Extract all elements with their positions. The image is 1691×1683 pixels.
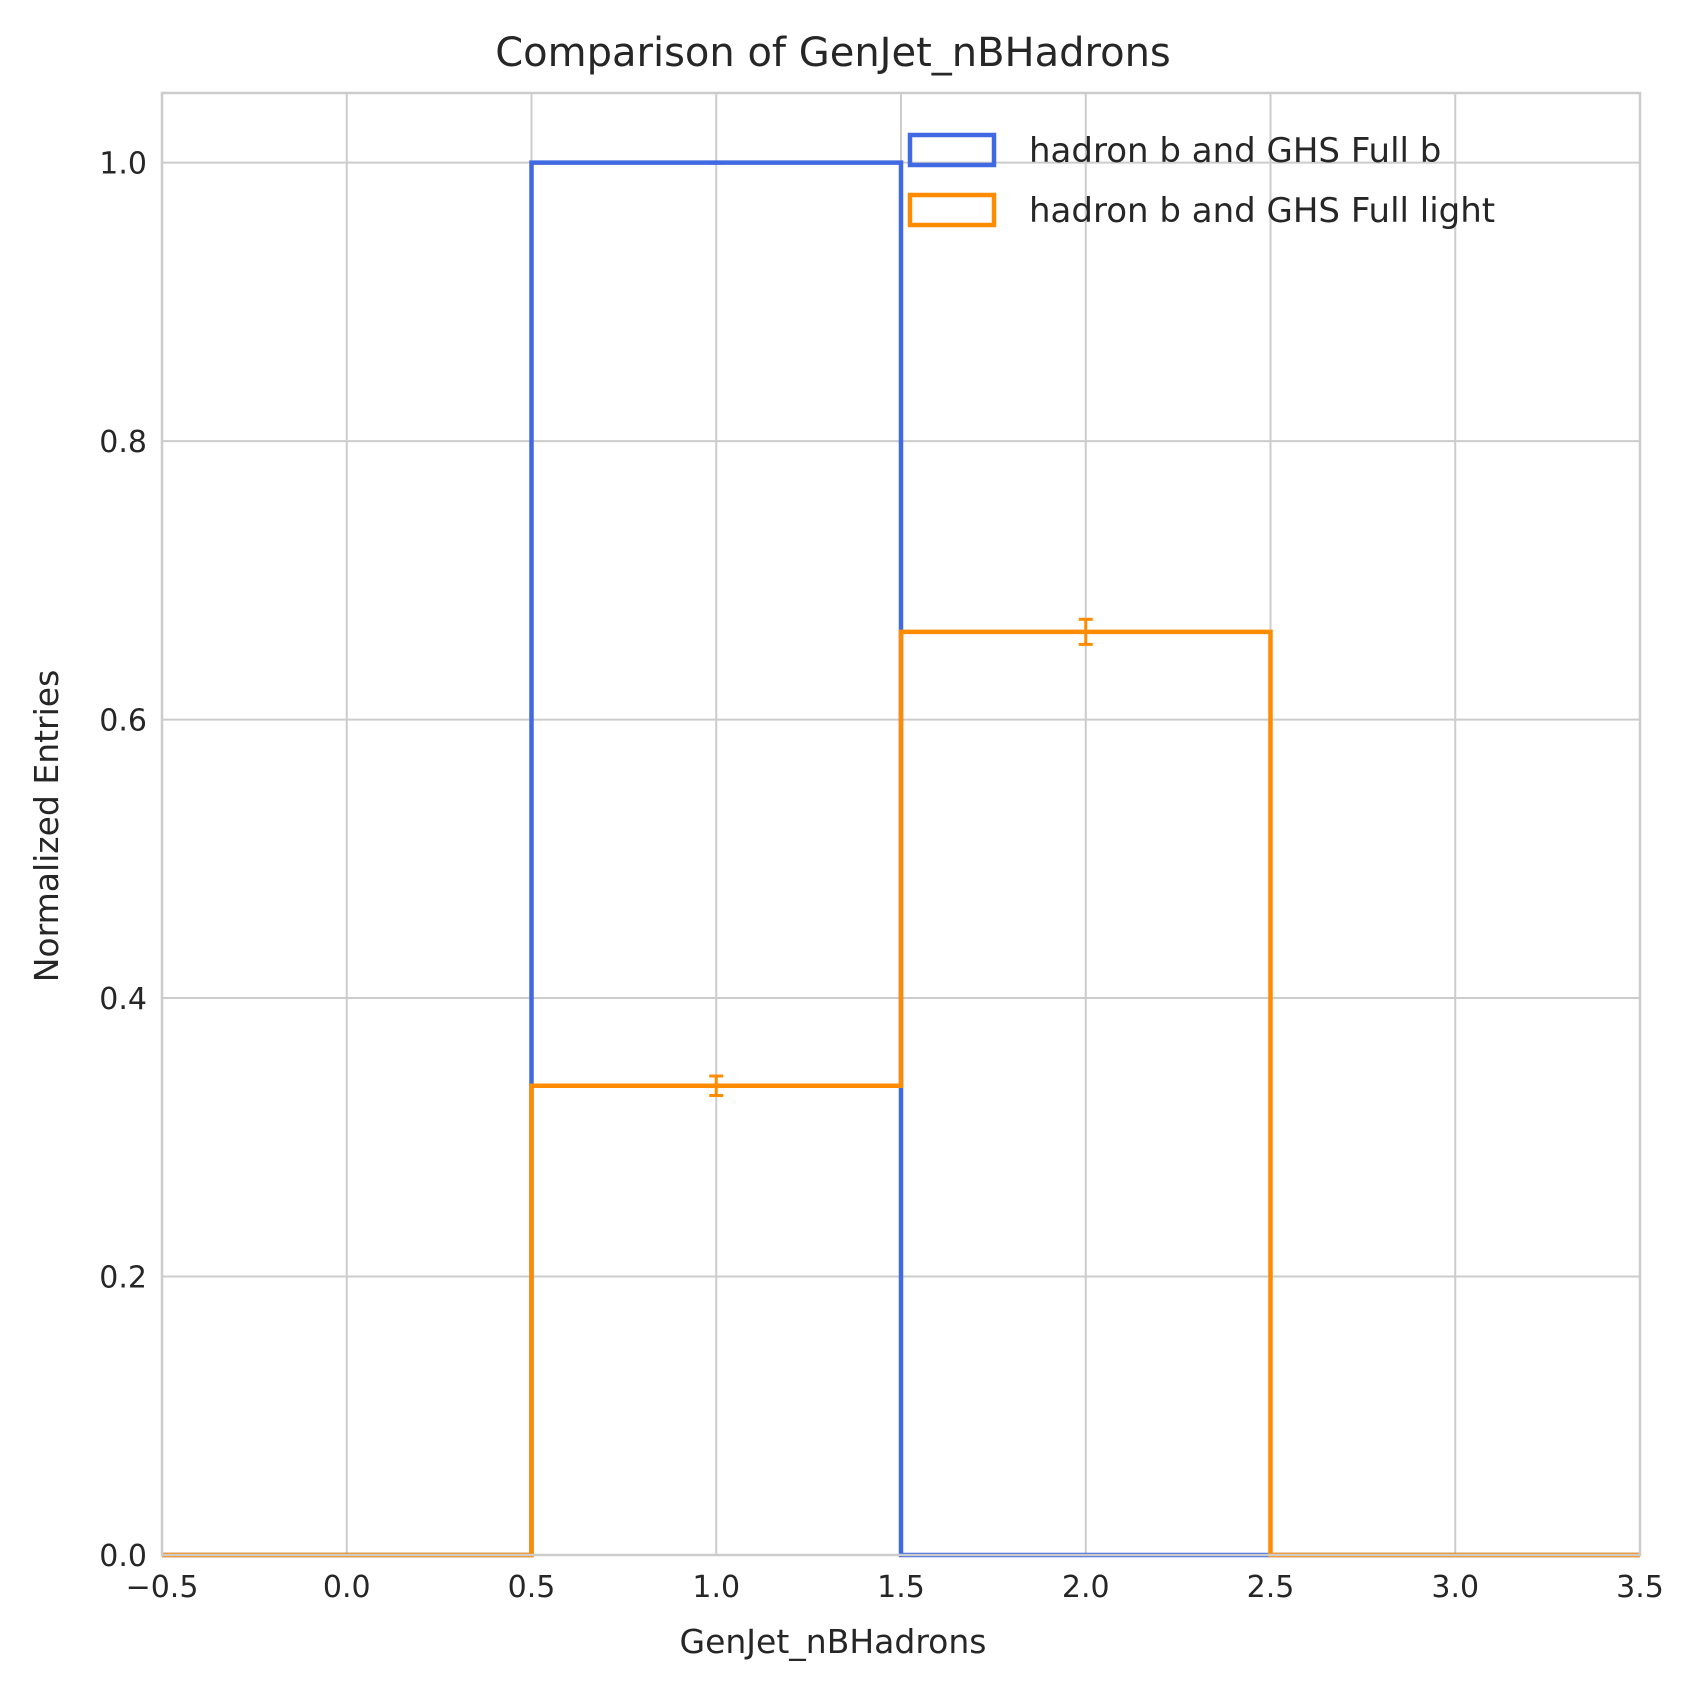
series-2 (162, 617, 1640, 1558)
legend-swatch (907, 192, 997, 228)
x-tick-labels: −0.5 0.0 0.5 1.0 1.5 2.0 2.5 3.0 3.5 (126, 1570, 1664, 1605)
x-axis-title: GenJet_nBHadrons (680, 1622, 987, 1661)
x-tick-label: 2.0 (1062, 1570, 1110, 1605)
y-tick-label: 0.2 (99, 1261, 147, 1296)
x-tick-label: −0.5 (126, 1570, 199, 1605)
x-tick-label: 3.5 (1616, 1570, 1664, 1605)
y-axis-title: Normalized Entries (27, 670, 66, 983)
y-tick-label: 0.6 (99, 704, 147, 739)
legend: hadron b and GHS Full b hadron b and GHS … (907, 131, 1495, 231)
y-tick-label: 0.0 (99, 1539, 147, 1574)
y-tick-label: 0.8 (99, 425, 147, 460)
y-tick-labels: 0.0 0.2 0.4 0.6 0.8 1.0 (99, 147, 147, 1574)
histogram-step-line (162, 629, 1640, 1558)
x-tick-label: 0.0 (323, 1570, 371, 1605)
legend-label: hadron b and GHS Full light (1029, 191, 1495, 231)
chart-title: Comparison of GenJet_nBHadrons (495, 30, 1171, 76)
plot-frame (160, 91, 1642, 1557)
x-tick-label: 3.0 (1431, 1570, 1479, 1605)
legend-label: hadron b and GHS Full b (1029, 131, 1441, 171)
legend-swatch (907, 132, 997, 168)
y-tick-label: 0.4 (99, 982, 147, 1017)
x-tick-label: 1.0 (692, 1570, 740, 1605)
x-tick-label: 1.5 (877, 1570, 925, 1605)
x-tick-label: 0.5 (508, 1570, 556, 1605)
y-tick-label: 1.0 (99, 147, 147, 182)
x-tick-label: 2.5 (1247, 1570, 1295, 1605)
